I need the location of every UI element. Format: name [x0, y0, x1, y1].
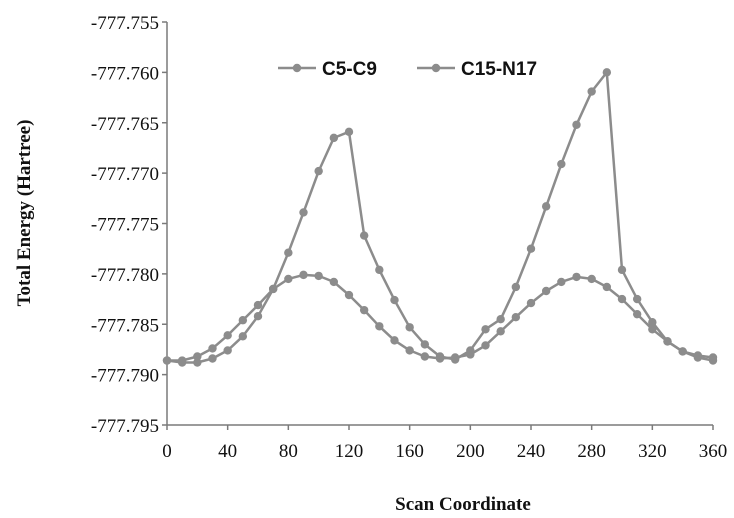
data-point: [496, 327, 505, 336]
data-point: [511, 312, 521, 322]
y-tick-label: -777.790: [91, 366, 159, 387]
data-point: [223, 331, 232, 340]
axes: -777.755 -777.760 -777.765 -777.770 -777.775…: [91, 13, 727, 462]
y-axis-title-group: Total Energy (Hartree): [14, 120, 35, 307]
x-tick-label: 200: [456, 441, 485, 462]
data-point: [420, 340, 430, 349]
data-point: [481, 325, 490, 334]
data-point: [208, 344, 217, 353]
data-point: [496, 315, 505, 324]
data-point: [572, 120, 581, 129]
data-point: [541, 202, 551, 211]
legend-swatch-marker: [431, 63, 441, 73]
y-tick-label: -777.785: [91, 315, 159, 336]
data-point: [193, 358, 202, 367]
data-point: [375, 322, 384, 331]
y-tick-label: -777.795: [91, 416, 159, 437]
x-tick-label: 80: [279, 441, 298, 462]
data-point: [557, 159, 566, 169]
data-point: [648, 318, 657, 327]
data-point: [450, 353, 460, 362]
legend: C5-C9 C15-N17: [278, 59, 537, 80]
legend-label: C5-C9: [322, 59, 377, 80]
data-point: [284, 274, 293, 284]
data-point: [481, 341, 490, 350]
x-axis-title: Scan Coordinate: [395, 494, 531, 515]
y-tick-label: -777.770: [91, 164, 159, 185]
data-point: [314, 271, 323, 281]
legend-item: C15-N17: [417, 59, 537, 80]
data-point: [329, 277, 339, 287]
data-point: [344, 290, 354, 300]
data-point: [375, 265, 384, 275]
data-point: [162, 356, 172, 365]
data-point: [238, 332, 248, 341]
data-point: [511, 282, 521, 292]
y-tick-label: -777.780: [91, 265, 159, 286]
data-point: [193, 352, 202, 361]
data-point: [253, 300, 263, 310]
data-point: [208, 354, 217, 363]
data-point: [390, 336, 399, 345]
data-point: [177, 356, 187, 365]
data-point: [268, 284, 278, 294]
x-tick-label: 0: [162, 441, 172, 462]
x-tick-label: 160: [395, 441, 424, 462]
y-tick-label: -777.760: [91, 63, 159, 84]
legend-label: C15-N17: [461, 59, 537, 80]
data-point: [390, 295, 399, 305]
data-point: [617, 265, 627, 275]
data-point: [359, 305, 369, 315]
data-point: [587, 274, 596, 284]
data-point: [253, 311, 263, 321]
data-point: [663, 337, 672, 346]
x-tick-label: 320: [638, 441, 667, 462]
data-point: [526, 244, 536, 253]
data-point: [632, 294, 642, 304]
data-point: [708, 356, 718, 365]
data-point: [238, 316, 248, 325]
series-layer: [162, 68, 718, 367]
data-point: [299, 208, 308, 217]
legend-swatch-marker: [292, 63, 302, 73]
data-point: [314, 166, 323, 176]
x-tick-label: 280: [577, 441, 606, 462]
data-point: [359, 231, 369, 240]
y-axis-title: Total Energy (Hartree): [14, 120, 35, 307]
data-point: [435, 354, 445, 363]
data-point: [405, 323, 414, 332]
data-point: [420, 352, 430, 361]
data-point: [632, 309, 642, 319]
data-point: [602, 68, 612, 77]
x-tick-label: 360: [699, 441, 728, 462]
data-point: [572, 272, 581, 282]
data-point: [466, 350, 475, 359]
data-point: [617, 294, 627, 304]
data-point: [284, 248, 293, 257]
x-tick-label: 40: [218, 441, 237, 462]
legend-item: C5-C9: [278, 59, 377, 80]
x-tick-label: 240: [517, 441, 546, 462]
data-point: [602, 282, 612, 292]
data-point: [344, 127, 354, 137]
data-point: [678, 347, 687, 356]
y-tick-label: -777.765: [91, 114, 159, 135]
y-tick-label: -777.775: [91, 215, 159, 236]
data-point: [299, 270, 308, 280]
x-tick-label: 120: [335, 441, 364, 462]
data-point: [557, 277, 566, 287]
data-point: [405, 346, 414, 355]
data-point: [541, 286, 551, 296]
data-point: [648, 325, 657, 334]
data-point: [587, 87, 596, 96]
data-point: [329, 133, 339, 143]
y-tick-label: -777.755: [91, 13, 159, 34]
data-point: [526, 298, 536, 308]
data-point: [223, 346, 232, 355]
data-point: [693, 353, 703, 362]
series-c15-n17: [162, 270, 718, 365]
